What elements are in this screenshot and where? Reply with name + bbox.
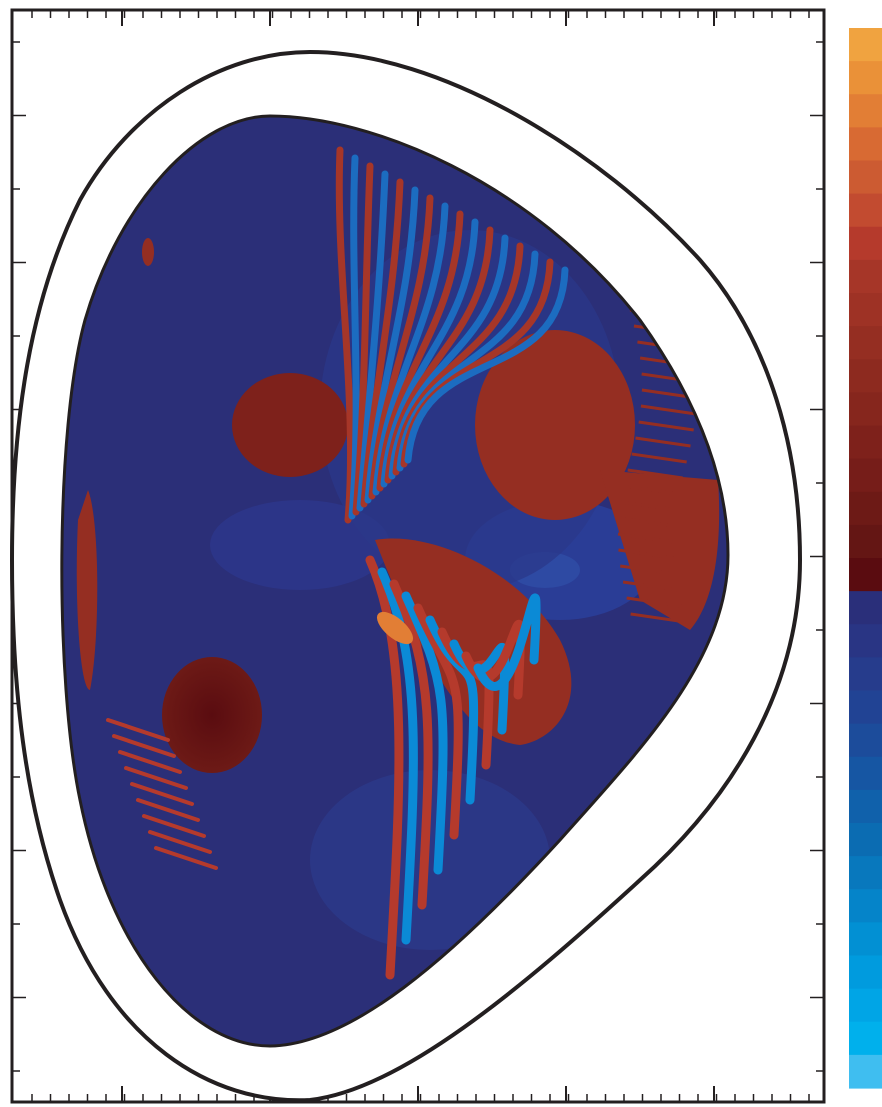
field-lobe bbox=[142, 238, 154, 266]
colorbar-level bbox=[849, 955, 882, 990]
colorbar-level bbox=[849, 657, 882, 692]
plasma-boundary bbox=[60, 114, 730, 1048]
wave-front bbox=[364, 186, 419, 504]
spike bbox=[622, 580, 679, 592]
plasma-region bbox=[60, 114, 730, 1048]
wave-front bbox=[360, 178, 404, 508]
spike bbox=[620, 500, 677, 512]
field-lobe bbox=[76, 490, 98, 690]
spike bbox=[618, 548, 674, 560]
field-lobe bbox=[162, 657, 262, 773]
colorbar bbox=[849, 28, 882, 1089]
spike bbox=[130, 782, 194, 806]
wave-front bbox=[352, 162, 374, 516]
wave-fronts bbox=[335, 146, 569, 980]
field-lobe bbox=[600, 470, 720, 630]
colorbar-level bbox=[849, 756, 882, 791]
colorbar-level bbox=[849, 226, 882, 261]
spike bbox=[618, 516, 675, 528]
spike bbox=[142, 814, 206, 838]
wave-front bbox=[372, 202, 449, 496]
spike bbox=[638, 420, 694, 432]
field-patch bbox=[210, 500, 390, 590]
colorbar-level bbox=[849, 160, 882, 195]
spike bbox=[623, 484, 680, 496]
spike bbox=[118, 750, 182, 774]
colorbar-level bbox=[849, 856, 882, 890]
colorbar-level bbox=[849, 889, 882, 923]
colorbar-level bbox=[849, 94, 882, 128]
spike bbox=[630, 612, 686, 624]
spike bbox=[112, 734, 176, 758]
colorbar-level bbox=[849, 988, 882, 1023]
colorbar-level bbox=[849, 524, 882, 559]
spike bbox=[124, 766, 188, 790]
colorbar-level bbox=[849, 259, 882, 294]
colorbar-level bbox=[849, 425, 882, 460]
wave-front bbox=[401, 591, 448, 875]
colorbar-level bbox=[849, 591, 882, 625]
spike bbox=[617, 532, 674, 544]
colorbar-level bbox=[849, 193, 882, 228]
wave-front bbox=[365, 555, 404, 980]
colorbar-level bbox=[849, 922, 882, 957]
colorbar-level bbox=[849, 326, 882, 360]
wave-front bbox=[404, 266, 569, 464]
colorbar-level bbox=[849, 491, 882, 526]
spike bbox=[627, 468, 683, 480]
wave-front bbox=[335, 146, 355, 524]
wave-front bbox=[413, 603, 463, 840]
colorbar-level bbox=[849, 392, 882, 427]
wave-front bbox=[425, 615, 479, 805]
wave-core bbox=[376, 611, 414, 645]
colorbar-level bbox=[849, 690, 882, 725]
colorbar-level bbox=[849, 61, 882, 95]
field-lobe bbox=[232, 373, 348, 477]
spike bbox=[640, 404, 697, 416]
wave-front bbox=[348, 154, 360, 520]
colorbar-level bbox=[849, 624, 882, 658]
colorbar-level bbox=[849, 823, 882, 857]
colorbar-level bbox=[849, 1054, 882, 1089]
wave-front bbox=[377, 567, 418, 945]
colorbar-level bbox=[849, 127, 882, 162]
colorbar-level bbox=[849, 1021, 882, 1056]
wave-front bbox=[473, 593, 541, 691]
field-patch bbox=[310, 770, 550, 950]
colorbar-level bbox=[849, 28, 882, 62]
colorbar-level bbox=[849, 723, 882, 758]
spike bbox=[106, 718, 170, 742]
colorbar-level bbox=[849, 789, 882, 824]
wave-front bbox=[389, 579, 433, 910]
wave-front bbox=[356, 170, 389, 512]
spike bbox=[620, 564, 676, 576]
spike bbox=[154, 846, 218, 870]
wave-front bbox=[368, 194, 434, 500]
spike bbox=[136, 798, 200, 822]
colorbar-level bbox=[849, 558, 882, 592]
colorbar-level bbox=[849, 293, 882, 327]
spike bbox=[626, 596, 682, 608]
spike bbox=[631, 452, 687, 464]
colorbar-level bbox=[849, 359, 882, 393]
spike bbox=[148, 830, 212, 854]
colorbar-level bbox=[849, 458, 882, 493]
field-lobe bbox=[475, 330, 635, 520]
spike bbox=[635, 436, 691, 448]
